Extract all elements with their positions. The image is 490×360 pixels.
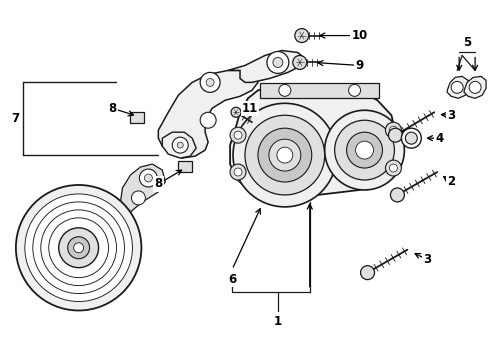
Circle shape — [295, 28, 309, 42]
Circle shape — [234, 131, 242, 139]
Circle shape — [74, 243, 84, 253]
Circle shape — [59, 228, 98, 268]
Circle shape — [277, 147, 293, 163]
Circle shape — [269, 139, 301, 171]
Polygon shape — [162, 132, 196, 158]
Circle shape — [361, 266, 374, 280]
Circle shape — [16, 185, 142, 310]
Circle shape — [273, 58, 283, 67]
Circle shape — [25, 194, 132, 302]
Text: 9: 9 — [355, 59, 364, 72]
Circle shape — [131, 191, 146, 205]
Circle shape — [230, 164, 246, 180]
Circle shape — [234, 168, 242, 176]
Circle shape — [172, 137, 188, 153]
Text: 5: 5 — [463, 36, 471, 49]
Circle shape — [200, 72, 220, 92]
Circle shape — [390, 164, 397, 172]
Text: 8: 8 — [108, 102, 117, 115]
Circle shape — [279, 84, 291, 96]
FancyBboxPatch shape — [260, 84, 379, 98]
Circle shape — [391, 188, 404, 202]
Circle shape — [258, 128, 312, 182]
Text: 7: 7 — [11, 112, 19, 125]
Circle shape — [386, 160, 401, 176]
Circle shape — [390, 126, 397, 134]
Circle shape — [49, 218, 108, 278]
Circle shape — [346, 132, 383, 168]
Circle shape — [389, 128, 402, 142]
Circle shape — [405, 132, 417, 144]
Circle shape — [348, 84, 361, 96]
Text: 3: 3 — [423, 253, 431, 266]
Circle shape — [233, 103, 337, 207]
Text: 11: 11 — [242, 102, 258, 115]
Polygon shape — [121, 164, 165, 212]
Circle shape — [140, 169, 157, 187]
Circle shape — [401, 128, 421, 148]
Circle shape — [145, 174, 152, 182]
Text: 4: 4 — [435, 132, 443, 145]
Circle shape — [325, 110, 404, 190]
Circle shape — [386, 122, 401, 138]
Circle shape — [451, 81, 463, 93]
Polygon shape — [447, 76, 469, 98]
Polygon shape — [228, 50, 305, 82]
Circle shape — [230, 127, 246, 143]
Circle shape — [41, 210, 117, 285]
Circle shape — [356, 141, 373, 159]
Circle shape — [267, 51, 289, 73]
Circle shape — [245, 115, 325, 195]
Circle shape — [33, 202, 124, 293]
Circle shape — [177, 142, 183, 148]
Circle shape — [68, 237, 90, 259]
Text: 3: 3 — [447, 109, 455, 122]
FancyBboxPatch shape — [130, 112, 145, 123]
Text: 8: 8 — [154, 177, 163, 190]
FancyBboxPatch shape — [178, 161, 192, 172]
Polygon shape — [158, 71, 258, 158]
Text: 2: 2 — [447, 175, 455, 189]
Text: 1: 1 — [274, 315, 282, 328]
Polygon shape — [230, 84, 395, 195]
Circle shape — [231, 107, 241, 117]
Text: 6: 6 — [228, 273, 236, 286]
Polygon shape — [464, 76, 486, 98]
Circle shape — [335, 120, 394, 180]
Circle shape — [200, 112, 216, 128]
Circle shape — [293, 55, 307, 69]
Text: 10: 10 — [351, 29, 368, 42]
Circle shape — [206, 78, 214, 86]
Circle shape — [469, 81, 481, 93]
